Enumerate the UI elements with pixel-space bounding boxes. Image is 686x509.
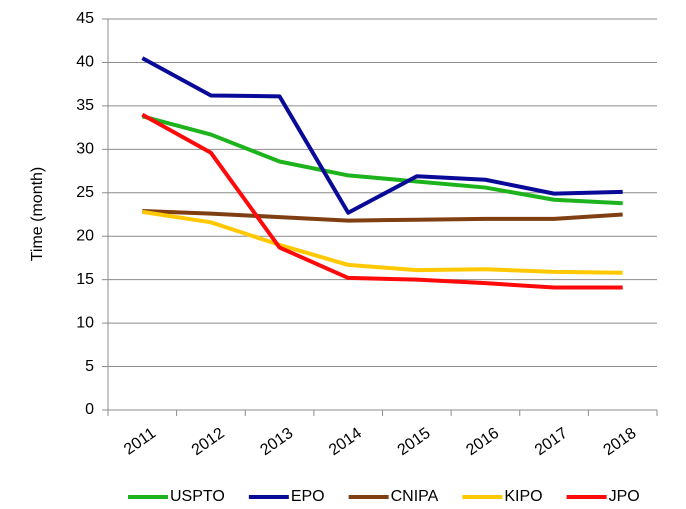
y-tick-label: 30 xyxy=(76,141,94,158)
x-tick-label: 2014 xyxy=(326,425,365,459)
series-line xyxy=(141,112,623,290)
legend-label: KIPO xyxy=(504,488,542,505)
series-line xyxy=(141,56,623,215)
legend-label: EPO xyxy=(291,488,325,505)
x-tick-label: 2018 xyxy=(600,425,639,459)
x-tick-label: 2013 xyxy=(257,425,296,459)
legend-label: JPO xyxy=(609,488,640,505)
series-line xyxy=(142,209,623,275)
legend-label: USPTO xyxy=(170,488,225,505)
x-tick-label: 2012 xyxy=(189,425,228,459)
x-tick-label: 2011 xyxy=(121,425,159,459)
y-tick-label: 45 xyxy=(76,10,94,27)
y-tick-label: 10 xyxy=(76,314,94,331)
y-tick-label: 20 xyxy=(76,227,94,244)
legend-label: CNIPA xyxy=(391,488,439,505)
series-line xyxy=(141,114,623,206)
y-tick-label: 25 xyxy=(76,184,94,201)
y-tick-label: 15 xyxy=(76,271,94,288)
x-tick-label: 2017 xyxy=(532,425,571,459)
y-axis-title: Time (month) xyxy=(29,167,46,262)
series-line xyxy=(142,209,623,223)
x-tick-label: 2015 xyxy=(395,425,434,459)
y-tick-label: 40 xyxy=(76,54,94,71)
y-tick-label: 5 xyxy=(85,358,94,375)
y-tick-label: 0 xyxy=(85,401,94,418)
x-tick-label: 2016 xyxy=(463,425,502,459)
y-tick-label: 35 xyxy=(76,97,94,114)
